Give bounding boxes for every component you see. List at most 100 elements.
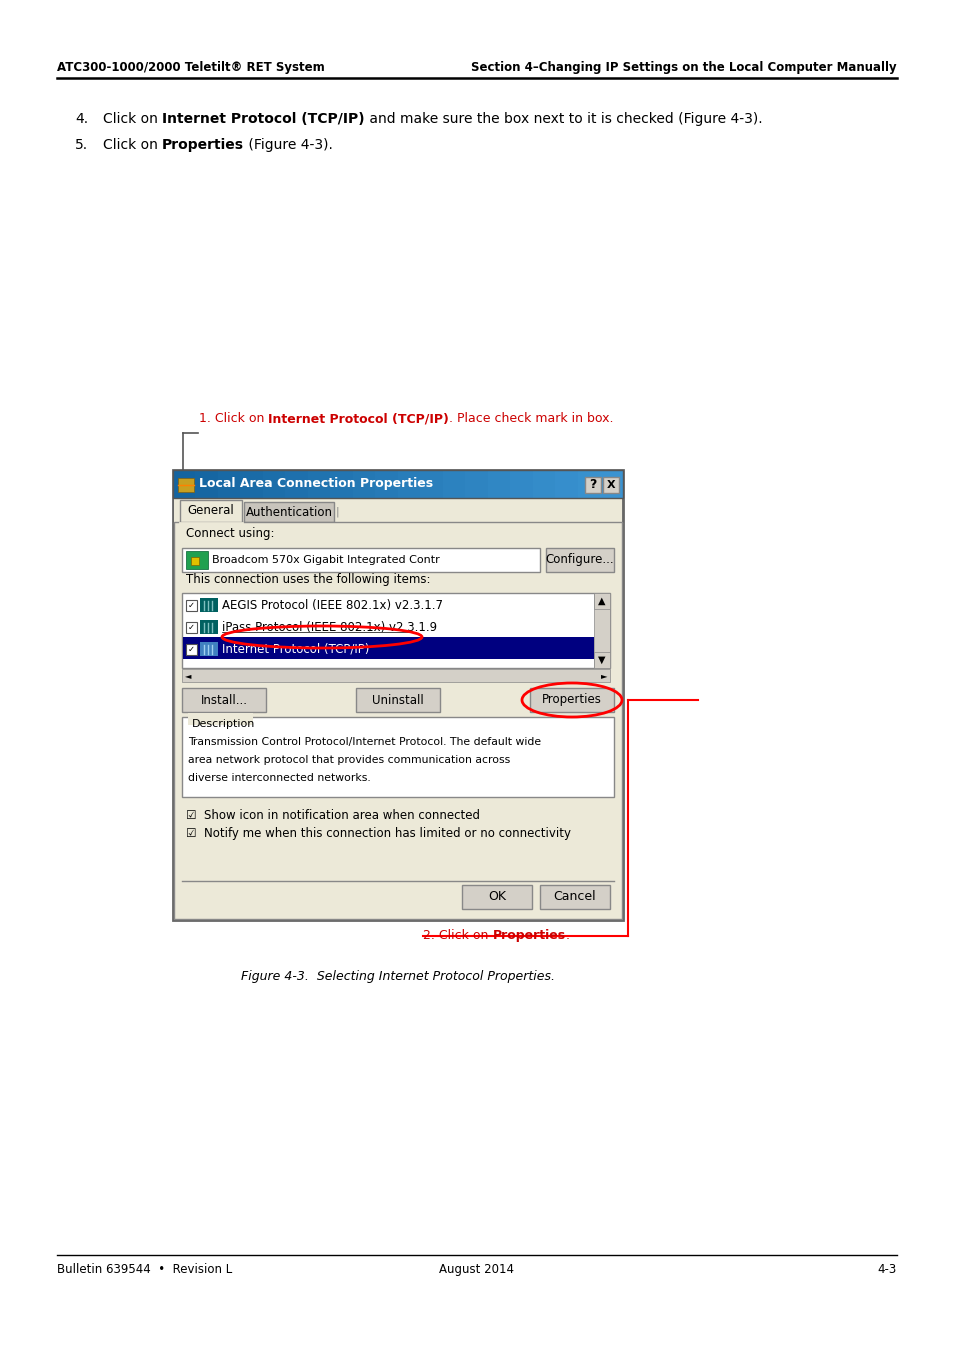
Text: AEGIS Protocol (IEEE 802.1x) v2.3.1.7: AEGIS Protocol (IEEE 802.1x) v2.3.1.7 xyxy=(222,598,442,612)
Text: Click on: Click on xyxy=(103,138,162,153)
Bar xyxy=(191,558,199,566)
Text: and make sure the box next to it is checked (Figure 4-3).: and make sure the box next to it is chec… xyxy=(364,112,761,126)
Text: Internet Protocol (TCP/IP): Internet Protocol (TCP/IP) xyxy=(268,412,449,425)
Text: This connection uses the following items:: This connection uses the following items… xyxy=(186,574,430,586)
Text: (Figure 4-3).: (Figure 4-3). xyxy=(244,138,333,153)
Text: Broadcom 570x Gigabit Integrated Contr: Broadcom 570x Gigabit Integrated Contr xyxy=(212,555,439,566)
Bar xyxy=(172,470,622,498)
Bar xyxy=(539,886,609,909)
Text: 1. Click on: 1. Click on xyxy=(199,412,268,425)
Bar xyxy=(173,522,621,919)
Text: |: | xyxy=(335,506,339,517)
Text: Install...: Install... xyxy=(200,694,247,706)
Bar xyxy=(200,643,218,656)
FancyBboxPatch shape xyxy=(180,500,242,522)
Bar xyxy=(308,470,331,498)
Bar xyxy=(602,477,618,493)
Bar xyxy=(195,470,219,498)
Bar xyxy=(488,470,511,498)
Text: Figure 4-3.  Selecting Internet Protocol Properties.: Figure 4-3. Selecting Internet Protocol … xyxy=(241,971,555,983)
Text: 2. Click on: 2. Click on xyxy=(422,929,492,942)
Text: ATC300-1000/2000 Teletilt® RET System: ATC300-1000/2000 Teletilt® RET System xyxy=(57,61,324,74)
Text: ✓: ✓ xyxy=(188,622,194,632)
Bar xyxy=(182,670,609,682)
Text: X: X xyxy=(606,481,615,490)
Text: Connect using:: Connect using: xyxy=(186,528,274,540)
Text: ✓: ✓ xyxy=(188,601,194,610)
FancyBboxPatch shape xyxy=(244,502,334,522)
Bar xyxy=(200,598,218,612)
Text: . Place check mark in box.: . Place check mark in box. xyxy=(449,412,613,425)
Bar xyxy=(182,548,539,572)
Bar xyxy=(200,620,218,634)
Bar xyxy=(533,470,556,498)
Bar xyxy=(599,470,623,498)
Text: Local Area Connection Properties: Local Area Connection Properties xyxy=(199,478,433,490)
Bar xyxy=(330,470,354,498)
Bar xyxy=(182,717,614,796)
Text: Section 4–Changing IP Settings on the Local Computer Manually: Section 4–Changing IP Settings on the Lo… xyxy=(471,61,896,74)
Text: ►: ► xyxy=(600,671,607,680)
Text: OK: OK xyxy=(488,891,505,903)
Bar xyxy=(353,470,376,498)
Text: ▲: ▲ xyxy=(598,595,605,606)
Text: diverse interconnected networks.: diverse interconnected networks. xyxy=(188,774,371,783)
Bar xyxy=(545,548,614,572)
Text: Description: Description xyxy=(192,720,255,729)
Bar xyxy=(183,637,594,659)
Text: 5.: 5. xyxy=(75,138,88,153)
Bar xyxy=(530,688,614,711)
Text: Click on: Click on xyxy=(103,112,162,126)
Text: area network protocol that provides communication across: area network protocol that provides comm… xyxy=(188,755,510,765)
Text: Internet Protocol (TCP/IP): Internet Protocol (TCP/IP) xyxy=(162,112,364,126)
Bar xyxy=(218,470,241,498)
Bar xyxy=(355,688,439,711)
Bar xyxy=(263,470,286,498)
Text: Configure...: Configure... xyxy=(545,554,614,567)
Text: General: General xyxy=(188,505,234,517)
Bar xyxy=(172,470,622,919)
Bar xyxy=(240,470,264,498)
Text: ◄: ◄ xyxy=(185,671,191,680)
Bar xyxy=(510,470,534,498)
Bar xyxy=(173,500,621,525)
Text: 4.: 4. xyxy=(75,112,88,126)
Text: Cancel: Cancel xyxy=(553,891,596,903)
Bar xyxy=(186,551,208,568)
Text: .: . xyxy=(565,929,569,942)
Bar xyxy=(186,644,196,655)
Bar xyxy=(397,470,421,498)
Text: Transmission Control Protocol/Internet Protocol. The default wide: Transmission Control Protocol/Internet P… xyxy=(188,737,540,747)
Text: Properties: Properties xyxy=(492,929,565,942)
Text: 4-3: 4-3 xyxy=(877,1264,896,1276)
Text: Bulletin 639544  •  Revision L: Bulletin 639544 • Revision L xyxy=(57,1264,232,1276)
Text: iPass Protocol (IEEE 802.1x) v2.3.1.9: iPass Protocol (IEEE 802.1x) v2.3.1.9 xyxy=(222,621,436,633)
Text: ▼: ▼ xyxy=(598,655,605,666)
Bar xyxy=(465,470,489,498)
Bar xyxy=(375,470,398,498)
Text: August 2014: August 2014 xyxy=(439,1264,514,1276)
Text: ☑  Show icon in notification area when connected: ☑ Show icon in notification area when co… xyxy=(186,809,479,822)
Bar xyxy=(285,470,309,498)
Bar xyxy=(594,593,609,609)
Bar xyxy=(186,599,196,612)
Bar xyxy=(420,470,443,498)
Bar xyxy=(173,498,621,919)
Bar xyxy=(188,713,253,725)
Bar xyxy=(555,470,578,498)
Text: ☑  Notify me when this connection has limited or no connectivity: ☑ Notify me when this connection has lim… xyxy=(186,828,571,840)
Text: Internet Protocol (TCP/IP): Internet Protocol (TCP/IP) xyxy=(222,643,369,656)
Text: Uninstall: Uninstall xyxy=(372,694,423,706)
Text: ✓: ✓ xyxy=(188,645,194,653)
Bar xyxy=(594,593,609,668)
Bar xyxy=(461,886,532,909)
Bar xyxy=(578,470,601,498)
Bar xyxy=(172,470,196,498)
Bar xyxy=(182,688,266,711)
Bar xyxy=(178,478,193,491)
Bar xyxy=(594,652,609,668)
Text: Authentication: Authentication xyxy=(245,505,333,518)
Text: ?: ? xyxy=(589,478,596,491)
Bar xyxy=(442,470,466,498)
Bar xyxy=(584,477,600,493)
